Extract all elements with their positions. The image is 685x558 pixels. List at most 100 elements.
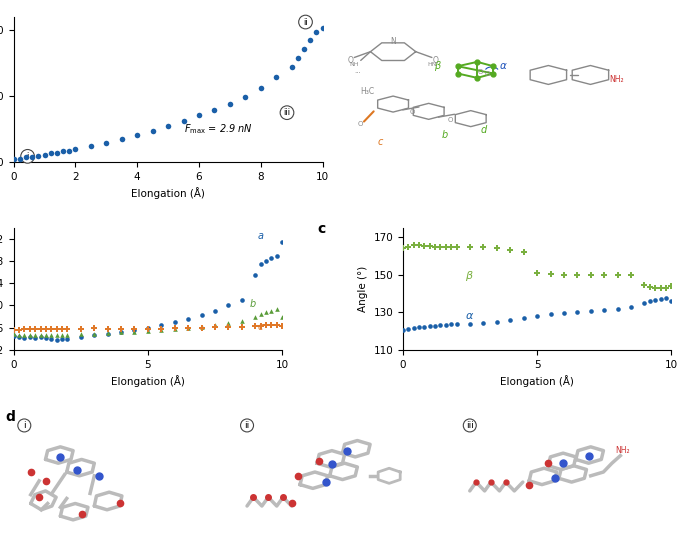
- Point: [58, 147, 68, 156]
- Text: HN: HN: [427, 62, 436, 67]
- Point: [169, 324, 180, 333]
- Point: [585, 270, 596, 279]
- Point: [250, 312, 261, 321]
- Text: iii: iii: [466, 421, 474, 430]
- Text: $\alpha$: $\alpha$: [464, 311, 474, 321]
- Point: [51, 148, 62, 157]
- Point: [25, 330, 36, 339]
- Point: [86, 142, 97, 151]
- Text: H₃C: H₃C: [360, 87, 374, 96]
- Text: c: c: [317, 222, 325, 236]
- Point: [116, 328, 127, 336]
- Point: [210, 323, 221, 331]
- Point: [240, 93, 251, 102]
- Point: [178, 117, 189, 126]
- Point: [505, 246, 516, 255]
- Point: [193, 110, 204, 119]
- Text: $\alpha$: $\alpha$: [499, 61, 508, 71]
- Point: [35, 330, 46, 339]
- Point: [250, 271, 261, 280]
- Point: [545, 270, 556, 278]
- Point: [116, 134, 127, 143]
- Point: [89, 324, 100, 333]
- Point: [29, 324, 40, 333]
- Point: [446, 320, 457, 329]
- Point: [46, 324, 57, 333]
- Point: [612, 270, 623, 279]
- Point: [255, 259, 266, 268]
- Point: [129, 324, 140, 333]
- Point: [116, 328, 127, 336]
- Point: [25, 325, 36, 334]
- Point: [14, 330, 25, 339]
- Point: [271, 321, 282, 330]
- Point: [142, 326, 153, 335]
- Point: [35, 324, 46, 333]
- Text: O: O: [358, 121, 363, 127]
- Point: [29, 333, 40, 342]
- Point: [660, 294, 671, 302]
- Point: [57, 335, 68, 344]
- Text: i: i: [23, 421, 25, 430]
- Point: [572, 270, 583, 279]
- Point: [397, 326, 408, 335]
- Point: [132, 131, 142, 140]
- Point: [196, 323, 207, 332]
- Point: [19, 324, 30, 333]
- Point: [169, 324, 180, 333]
- Text: a: a: [258, 231, 264, 241]
- Point: [62, 330, 73, 339]
- Point: [14, 333, 25, 341]
- Text: ···: ···: [354, 70, 361, 76]
- Point: [266, 254, 277, 263]
- Point: [424, 322, 435, 331]
- Point: [491, 317, 502, 326]
- Text: d: d: [481, 125, 487, 135]
- Text: N: N: [390, 37, 396, 46]
- Point: [266, 306, 277, 315]
- Point: [147, 126, 158, 135]
- Point: [414, 323, 425, 332]
- Point: [116, 325, 127, 334]
- Point: [183, 323, 194, 332]
- Point: [236, 295, 247, 304]
- Point: [196, 322, 207, 331]
- Point: [183, 323, 194, 332]
- Point: [419, 323, 430, 332]
- Point: [271, 73, 282, 81]
- Point: [129, 325, 140, 334]
- Point: [419, 241, 430, 250]
- Point: [62, 325, 73, 334]
- Text: c: c: [377, 137, 383, 147]
- Point: [46, 334, 57, 343]
- Point: [260, 307, 271, 316]
- Point: [292, 54, 303, 62]
- Point: [260, 257, 271, 266]
- Point: [255, 321, 266, 330]
- Point: [62, 334, 73, 343]
- Point: [397, 244, 408, 253]
- Point: [156, 325, 167, 334]
- Point: [429, 242, 440, 251]
- Point: [649, 296, 660, 305]
- Point: [408, 240, 419, 249]
- Point: [435, 242, 446, 251]
- Point: [51, 324, 62, 333]
- Point: [142, 323, 153, 332]
- Point: [102, 330, 113, 339]
- Point: [639, 281, 650, 290]
- Point: [464, 242, 475, 251]
- Point: [102, 324, 113, 333]
- Point: [277, 237, 288, 246]
- Point: [19, 330, 30, 339]
- Point: [255, 309, 266, 318]
- Point: [223, 322, 234, 331]
- Text: O: O: [484, 71, 490, 78]
- Text: O: O: [477, 69, 483, 75]
- Point: [649, 283, 660, 292]
- Point: [277, 312, 288, 321]
- Point: [236, 316, 247, 325]
- Text: NH₂: NH₂: [609, 75, 623, 84]
- Point: [311, 27, 322, 36]
- Point: [435, 321, 446, 330]
